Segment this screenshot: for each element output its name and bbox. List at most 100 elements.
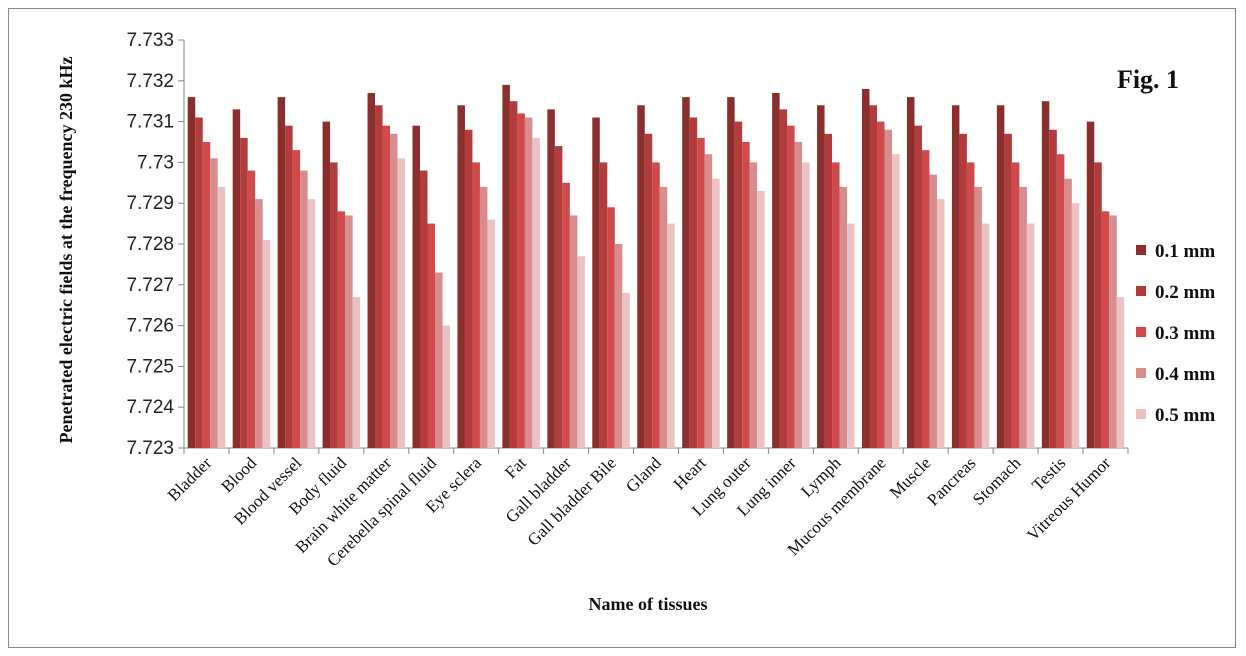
bar xyxy=(667,223,675,448)
bar xyxy=(659,186,668,448)
bar xyxy=(749,162,758,448)
bar xyxy=(892,154,900,449)
bar xyxy=(981,223,990,448)
bar xyxy=(382,125,391,449)
bar xyxy=(479,186,488,448)
bar xyxy=(337,211,346,448)
y-tick-label: 7.728 xyxy=(126,234,174,255)
bar xyxy=(704,154,713,449)
bar xyxy=(562,182,570,449)
bar xyxy=(914,125,922,449)
category-label: Pancreas xyxy=(923,453,979,509)
y-tick-label: 7.733 xyxy=(126,30,174,51)
bar xyxy=(802,162,810,448)
bar xyxy=(240,137,248,449)
bar xyxy=(247,170,256,448)
bar xyxy=(502,84,510,448)
bar xyxy=(824,133,833,448)
legend-swatch xyxy=(1136,327,1146,337)
bar xyxy=(195,117,203,449)
x-axis-title: Name of tissues xyxy=(589,594,708,614)
bar xyxy=(412,125,420,449)
bar xyxy=(1071,203,1080,448)
bar xyxy=(847,223,855,448)
y-tick-label: 7.727 xyxy=(126,275,174,296)
y-tick-label: 7.723 xyxy=(126,438,174,459)
bar xyxy=(277,97,286,449)
y-tick-label: 7.73 xyxy=(137,152,174,173)
bar xyxy=(607,207,615,448)
bar xyxy=(1011,162,1020,448)
legend-label: 0.4 mm xyxy=(1155,364,1215,385)
y-tick-labels: 7.723 7.724 7.725 7.726 7.727 7.728 7.729 7.73 7… xyxy=(126,30,174,459)
bar xyxy=(434,272,443,448)
bar xyxy=(217,186,226,448)
bar xyxy=(734,121,743,448)
y-tick-label: 7.724 xyxy=(126,397,174,418)
bar xyxy=(772,93,780,448)
bar xyxy=(442,325,450,448)
category-label: Gland xyxy=(622,453,665,496)
bar xyxy=(427,223,435,448)
legend-swatch xyxy=(1136,245,1146,255)
y-tick-label: 7.729 xyxy=(126,193,174,214)
bar xyxy=(817,105,825,448)
bar xyxy=(210,158,218,448)
bar xyxy=(187,97,196,449)
bar xyxy=(884,129,893,448)
bar xyxy=(464,129,473,448)
bar xyxy=(1004,133,1012,448)
bar xyxy=(996,105,1005,448)
bar xyxy=(794,142,803,448)
y-tick-label: 7.725 xyxy=(126,356,174,377)
bar xyxy=(652,162,660,448)
bar xyxy=(419,170,428,448)
bar xyxy=(554,146,563,448)
bar xyxy=(974,186,982,448)
bar xyxy=(877,121,885,448)
bar xyxy=(569,215,578,448)
bar xyxy=(637,105,645,448)
bar xyxy=(1116,297,1125,448)
legend-label: 0.5 mm xyxy=(1155,405,1215,426)
category-label: Fat xyxy=(501,453,530,482)
bar xyxy=(727,97,735,449)
bar xyxy=(547,109,555,449)
legend-swatch xyxy=(1136,368,1146,378)
legend-label: 0.3 mm xyxy=(1155,323,1215,344)
bar xyxy=(1026,223,1035,448)
bar xyxy=(787,125,795,449)
bar xyxy=(367,93,376,448)
bar xyxy=(951,105,960,448)
bar xyxy=(832,162,840,448)
bar xyxy=(457,105,465,448)
bar xyxy=(397,158,406,448)
bar xyxy=(1049,129,1057,448)
bar xyxy=(862,88,870,449)
bar xyxy=(1041,101,1050,448)
bar xyxy=(1109,215,1117,448)
legend-label: 0.1 mm xyxy=(1155,241,1215,262)
bar xyxy=(285,125,293,449)
bar xyxy=(779,109,788,449)
category-label: Bladder xyxy=(164,453,216,505)
bar xyxy=(966,162,975,448)
bar xyxy=(712,178,720,448)
bar xyxy=(577,256,585,448)
bar xyxy=(322,121,331,448)
bar xyxy=(936,199,945,448)
bar xyxy=(375,105,383,448)
bar xyxy=(614,244,623,448)
bar xyxy=(622,292,630,448)
bar xyxy=(869,105,878,448)
bar xyxy=(352,297,361,448)
bar xyxy=(742,142,750,448)
bar xyxy=(509,101,518,448)
legend-swatch xyxy=(1136,286,1146,296)
legend: 0.1 mm 0.2 mm 0.3 mm 0.4 mm 0.5 mm xyxy=(1136,241,1215,426)
bar xyxy=(921,150,930,448)
bar xyxy=(232,109,241,449)
bar xyxy=(1019,186,1027,448)
